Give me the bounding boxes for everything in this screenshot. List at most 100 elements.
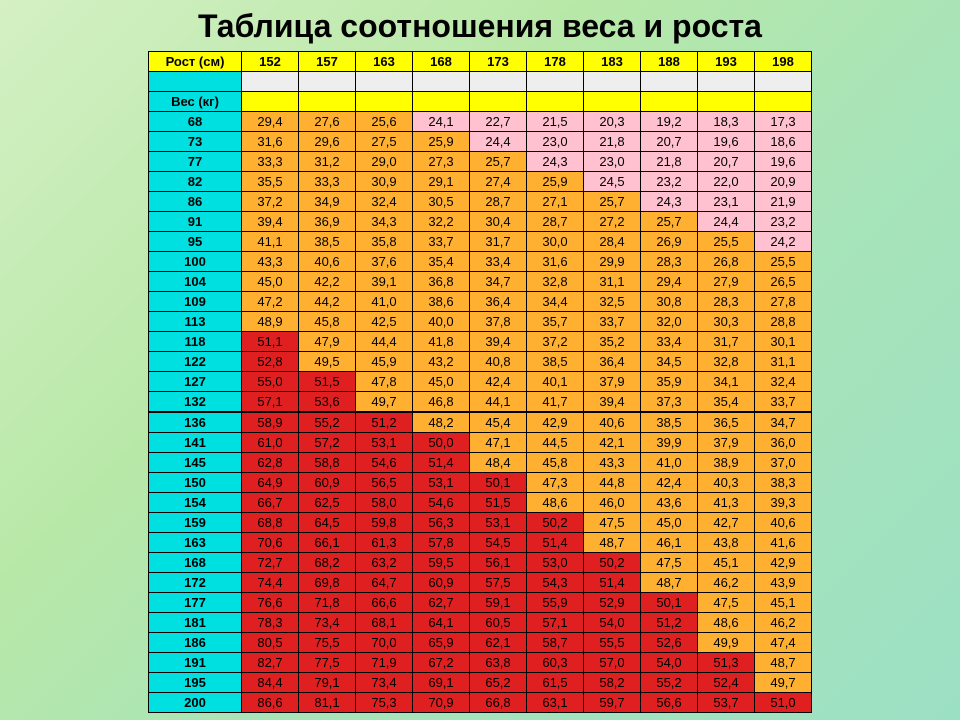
value-cell: 66,7 [242, 493, 299, 513]
value-cell: 24,4 [470, 132, 527, 152]
weight-cell: 163 [149, 533, 242, 553]
value-cell: 28,7 [527, 212, 584, 232]
spacer-cell [356, 72, 413, 92]
value-cell: 64,5 [299, 513, 356, 533]
value-cell: 49,7 [755, 673, 812, 693]
value-cell: 52,6 [641, 633, 698, 653]
value-cell: 45,0 [413, 372, 470, 392]
height-label-cell: Рост (см) [149, 52, 242, 72]
value-cell: 37,9 [698, 433, 755, 453]
table-row: 17274,469,864,760,957,554,351,448,746,24… [149, 573, 812, 593]
value-cell: 27,3 [413, 152, 470, 172]
value-cell: 53,1 [356, 433, 413, 453]
height-col-header: 173 [470, 52, 527, 72]
value-cell: 41,7 [527, 392, 584, 413]
value-cell: 20,9 [755, 172, 812, 192]
value-cell: 75,5 [299, 633, 356, 653]
value-cell: 64,1 [413, 613, 470, 633]
value-cell: 42,9 [527, 412, 584, 433]
value-cell: 36,0 [755, 433, 812, 453]
value-cell: 75,3 [356, 693, 413, 713]
spacer-cell [641, 72, 698, 92]
value-cell: 27,6 [299, 112, 356, 132]
value-cell: 56,6 [641, 693, 698, 713]
value-cell: 55,2 [641, 673, 698, 693]
value-cell: 21,9 [755, 192, 812, 212]
value-cell: 71,9 [356, 653, 413, 673]
value-cell: 40,1 [527, 372, 584, 392]
value-cell: 31,6 [527, 252, 584, 272]
value-cell: 36,5 [698, 412, 755, 433]
value-cell: 65,9 [413, 633, 470, 653]
value-cell: 35,4 [698, 392, 755, 413]
value-cell: 42,1 [584, 433, 641, 453]
value-cell: 62,8 [242, 453, 299, 473]
table-row: 9139,436,934,332,230,428,727,225,724,423… [149, 212, 812, 232]
weight-cell: 145 [149, 453, 242, 473]
value-cell: 25,7 [641, 212, 698, 232]
value-cell: 41,8 [413, 332, 470, 352]
value-cell: 51,5 [299, 372, 356, 392]
value-cell: 44,8 [584, 473, 641, 493]
value-cell: 50,2 [527, 513, 584, 533]
value-cell: 41,0 [356, 292, 413, 312]
header-row-weight: Вес (кг) [149, 92, 812, 112]
value-cell: 47,4 [755, 633, 812, 653]
height-col-header: 183 [584, 52, 641, 72]
table-row: 10043,340,637,635,433,431,629,928,326,82… [149, 252, 812, 272]
value-cell: 23,0 [527, 132, 584, 152]
table-row: 11851,147,944,441,839,437,235,233,431,73… [149, 332, 812, 352]
value-cell: 56,3 [413, 513, 470, 533]
value-cell: 35,9 [641, 372, 698, 392]
value-cell: 37,6 [356, 252, 413, 272]
table-row: 13658,955,251,248,245,442,940,638,536,53… [149, 412, 812, 433]
value-cell: 53,1 [470, 513, 527, 533]
weight-cell: 191 [149, 653, 242, 673]
value-cell: 40,6 [299, 252, 356, 272]
page-title: Таблица соотношения веса и роста [198, 8, 762, 45]
height-col-header: 198 [755, 52, 812, 72]
value-cell: 66,6 [356, 593, 413, 613]
value-cell: 31,2 [299, 152, 356, 172]
value-cell: 25,7 [470, 152, 527, 172]
weight-cell: 95 [149, 232, 242, 252]
value-cell: 55,2 [299, 412, 356, 433]
value-cell: 38,6 [413, 292, 470, 312]
value-cell: 73,4 [356, 673, 413, 693]
table-row: 18178,373,468,164,160,557,154,051,248,64… [149, 613, 812, 633]
table-row: 6829,427,625,624,122,721,520,319,218,317… [149, 112, 812, 132]
value-cell: 70,6 [242, 533, 299, 553]
value-cell: 37,8 [470, 312, 527, 332]
value-cell: 41,1 [242, 232, 299, 252]
value-cell: 37,2 [527, 332, 584, 352]
table-row: 18680,575,570,065,962,158,755,552,649,94… [149, 633, 812, 653]
value-cell: 70,9 [413, 693, 470, 713]
table-row: 16872,768,263,259,556,153,050,247,545,14… [149, 553, 812, 573]
table-row: 10947,244,241,038,636,434,432,530,828,32… [149, 292, 812, 312]
value-cell: 27,9 [698, 272, 755, 292]
spacer-row [149, 72, 812, 92]
value-cell: 57,1 [242, 392, 299, 413]
value-cell: 68,2 [299, 553, 356, 573]
weight-cell: 100 [149, 252, 242, 272]
value-cell: 32,4 [755, 372, 812, 392]
spacer-cell [470, 72, 527, 92]
value-cell: 63,2 [356, 553, 413, 573]
table-row: 14562,858,854,651,448,445,843,341,038,93… [149, 453, 812, 473]
value-cell: 48,7 [584, 533, 641, 553]
height-col-header: 193 [698, 52, 755, 72]
value-cell: 57,1 [527, 613, 584, 633]
value-cell: 67,2 [413, 653, 470, 673]
value-cell: 37,9 [584, 372, 641, 392]
bmi-table: Рост (см) 152157163168173178183188193198… [148, 51, 812, 713]
weight-cell: 154 [149, 493, 242, 513]
value-cell: 59,1 [470, 593, 527, 613]
value-cell: 48,7 [755, 653, 812, 673]
value-cell: 62,5 [299, 493, 356, 513]
value-cell: 66,8 [470, 693, 527, 713]
value-cell: 46,1 [641, 533, 698, 553]
height-col-header: 188 [641, 52, 698, 72]
value-cell: 54,0 [584, 613, 641, 633]
value-cell: 43,8 [698, 533, 755, 553]
value-cell: 49,5 [299, 352, 356, 372]
